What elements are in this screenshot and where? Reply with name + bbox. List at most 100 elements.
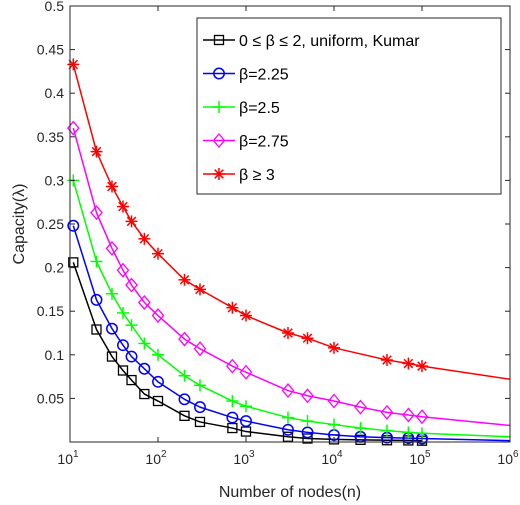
marker-asterisk-d2 <box>241 310 251 321</box>
marker-circle-shape <box>90 293 103 306</box>
marker-asterisk-d2 <box>118 201 128 212</box>
data-point <box>282 423 294 436</box>
data-point <box>281 327 294 339</box>
legend-label: β ≥ 3 <box>239 167 275 184</box>
data-point <box>138 362 151 375</box>
marker-diamond-shape <box>226 358 239 374</box>
data-point <box>106 351 118 362</box>
y-tick-label: 0.1 <box>45 347 65 363</box>
marker-asterisk-d2 <box>329 342 339 353</box>
marker-asterisk-d2 <box>283 328 293 338</box>
marker-square-shape <box>179 410 190 421</box>
data-point <box>240 426 252 437</box>
marker-asterisk-d2 <box>107 181 117 192</box>
data-point <box>227 422 238 434</box>
data-point <box>91 324 102 335</box>
data-point <box>126 374 137 386</box>
data-point <box>226 395 239 408</box>
marker-diamond-shape <box>239 364 253 380</box>
marker-circle-shape <box>138 362 151 375</box>
data-point <box>138 294 151 310</box>
data-point <box>380 424 393 437</box>
legend-marker <box>212 132 226 149</box>
data-point <box>301 426 314 439</box>
data-point <box>151 308 165 324</box>
x-tick-label-exponent: 4 <box>337 449 343 460</box>
y-tick-label: 0.05 <box>37 390 64 406</box>
marker-square-shape <box>68 257 79 268</box>
data-point <box>194 401 206 414</box>
data-point <box>193 283 206 296</box>
x-tick-label: 104 <box>321 449 343 467</box>
marker-diamond-shape <box>212 132 226 149</box>
data-point <box>67 58 80 71</box>
y-tick-label: 0.3 <box>45 172 65 188</box>
marker-square-shape <box>106 351 118 362</box>
marker-circle-shape <box>240 415 252 428</box>
data-point <box>226 301 239 314</box>
marker-circle-shape <box>67 219 80 232</box>
data-point <box>152 395 164 407</box>
tick-layer: 101 102 103 104 105 1060.050.10.150.20.250.30… <box>37 0 519 467</box>
x-tick-label-exponent: 2 <box>161 449 167 460</box>
legend-entry-1: 0 ≤ β ≤ 2, uniform, Kumar <box>203 33 420 50</box>
x-tick-label: 102 <box>145 449 167 467</box>
legend-marker <box>213 34 225 46</box>
marker-diamond-shape <box>281 383 295 399</box>
data-point <box>105 180 118 193</box>
legend-label: 0 ≤ β ≤ 2, uniform, Kumar <box>239 33 420 50</box>
marker-asterisk-d2 <box>227 302 238 313</box>
marker-square-shape <box>240 426 252 437</box>
marker-asterisk-d2 <box>403 358 414 369</box>
legend-marker <box>213 101 225 113</box>
data-point <box>116 262 130 278</box>
marker-circle-shape <box>178 393 191 406</box>
data-point <box>105 287 118 300</box>
marker-diamond-shape <box>125 277 138 293</box>
legend-label: β=2.75 <box>239 134 289 151</box>
marker-asterisk-d2 <box>417 361 427 371</box>
data-point <box>380 354 393 367</box>
data-point <box>90 293 103 306</box>
data-point <box>90 205 103 221</box>
data-point <box>239 364 253 380</box>
marker-square-shape <box>117 365 129 376</box>
marker-asterisk-d2 <box>382 355 392 365</box>
series-line <box>72 225 511 442</box>
y-tick-label: 0.15 <box>37 303 64 319</box>
data-point <box>402 426 415 439</box>
data-point <box>402 407 415 423</box>
marker-circle-shape <box>194 401 206 414</box>
legend-entry-3: β=2.5 <box>203 100 280 117</box>
data-point <box>328 341 340 354</box>
data-point <box>301 332 314 345</box>
marker-asterisk-d2 <box>302 333 313 344</box>
data-point <box>152 348 164 361</box>
legend-label: β=2.25 <box>239 67 289 84</box>
y-tick-label: 0.5 <box>45 0 65 14</box>
series-3 <box>67 174 511 440</box>
x-tick-label-exponent: 3 <box>249 449 255 460</box>
marker-asterisk-d2 <box>179 274 190 285</box>
x-tick-label: 106 <box>497 449 519 467</box>
y-tick-label: 0.35 <box>37 129 64 145</box>
data-point <box>301 388 314 404</box>
marker-square-shape <box>194 416 206 428</box>
legend-box <box>196 17 502 195</box>
data-point <box>139 388 150 400</box>
series-line <box>72 127 511 427</box>
marker-diamond-shape <box>193 341 207 357</box>
data-point <box>125 319 138 332</box>
data-point <box>125 277 138 293</box>
series-2 <box>67 219 511 445</box>
data-point <box>282 431 294 442</box>
marker-asterisk-d2 <box>139 233 150 244</box>
x-tick-label-exponent: 1 <box>73 449 79 460</box>
x-tick-label-base: 10 <box>321 451 337 467</box>
legend-entry-4: β=2.75 <box>203 132 289 151</box>
data-point <box>281 411 294 424</box>
data-point <box>301 415 314 428</box>
legend-entry-2: β=2.25 <box>203 67 289 84</box>
x-tick-label-exponent: 5 <box>425 449 431 460</box>
